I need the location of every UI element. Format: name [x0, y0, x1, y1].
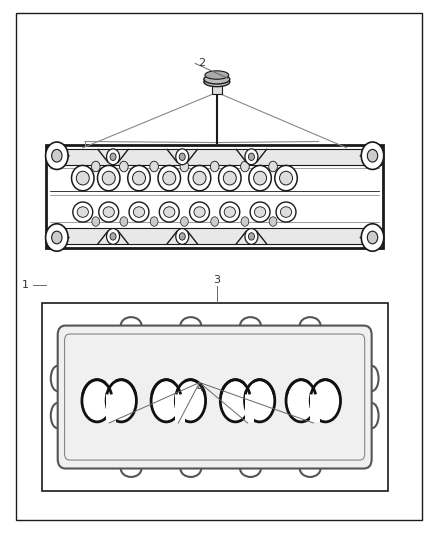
- Ellipse shape: [205, 71, 229, 79]
- Circle shape: [240, 161, 249, 172]
- Circle shape: [241, 217, 249, 227]
- Circle shape: [92, 217, 100, 227]
- Ellipse shape: [204, 75, 230, 84]
- Ellipse shape: [128, 165, 150, 191]
- Ellipse shape: [82, 379, 112, 422]
- Circle shape: [92, 161, 100, 172]
- Ellipse shape: [163, 171, 176, 185]
- Ellipse shape: [77, 207, 88, 217]
- Ellipse shape: [286, 379, 316, 422]
- Circle shape: [176, 149, 189, 165]
- Text: 1: 1: [22, 280, 29, 290]
- Ellipse shape: [190, 202, 209, 222]
- Ellipse shape: [158, 165, 180, 191]
- Ellipse shape: [249, 165, 271, 191]
- Text: 3: 3: [213, 274, 220, 285]
- Ellipse shape: [194, 207, 205, 217]
- Circle shape: [176, 229, 189, 244]
- Bar: [310, 379, 320, 422]
- Ellipse shape: [134, 207, 145, 217]
- Circle shape: [361, 224, 384, 251]
- Ellipse shape: [188, 165, 211, 191]
- Circle shape: [46, 224, 68, 251]
- Circle shape: [46, 142, 68, 169]
- Circle shape: [248, 153, 254, 160]
- Ellipse shape: [254, 207, 266, 217]
- Circle shape: [180, 161, 189, 172]
- Circle shape: [211, 217, 219, 227]
- Ellipse shape: [250, 202, 270, 222]
- Circle shape: [269, 161, 277, 172]
- Ellipse shape: [175, 379, 205, 422]
- Text: 4: 4: [196, 383, 203, 393]
- Ellipse shape: [98, 165, 120, 191]
- Ellipse shape: [219, 165, 241, 191]
- Text: 2: 2: [198, 59, 205, 68]
- FancyBboxPatch shape: [65, 334, 365, 460]
- Ellipse shape: [244, 379, 275, 422]
- Circle shape: [110, 233, 116, 240]
- Circle shape: [248, 233, 254, 240]
- Circle shape: [120, 161, 128, 172]
- Circle shape: [245, 229, 258, 244]
- Bar: [212, 84, 222, 94]
- Bar: [106, 379, 116, 422]
- FancyBboxPatch shape: [58, 326, 372, 469]
- Circle shape: [367, 149, 378, 162]
- Circle shape: [120, 217, 128, 227]
- Ellipse shape: [99, 202, 119, 222]
- Circle shape: [367, 231, 378, 244]
- Ellipse shape: [220, 202, 240, 222]
- Ellipse shape: [220, 379, 251, 422]
- Ellipse shape: [164, 207, 175, 217]
- Ellipse shape: [151, 379, 181, 422]
- Ellipse shape: [310, 379, 340, 422]
- Ellipse shape: [280, 207, 292, 217]
- Circle shape: [179, 153, 185, 160]
- Bar: [46, 145, 383, 248]
- Circle shape: [245, 149, 258, 165]
- Ellipse shape: [254, 171, 267, 185]
- Ellipse shape: [275, 165, 297, 191]
- Circle shape: [110, 153, 116, 160]
- Circle shape: [361, 142, 384, 169]
- Circle shape: [150, 217, 158, 227]
- Ellipse shape: [159, 202, 179, 222]
- Ellipse shape: [102, 171, 115, 185]
- Ellipse shape: [193, 171, 206, 185]
- Ellipse shape: [279, 171, 293, 185]
- Circle shape: [106, 229, 120, 244]
- Ellipse shape: [103, 207, 114, 217]
- Ellipse shape: [204, 77, 230, 87]
- Bar: [175, 379, 185, 422]
- Circle shape: [52, 149, 62, 162]
- Circle shape: [106, 149, 120, 165]
- Circle shape: [179, 233, 185, 240]
- Circle shape: [269, 217, 277, 227]
- Bar: [48, 149, 381, 165]
- Ellipse shape: [223, 171, 236, 185]
- Ellipse shape: [71, 165, 94, 191]
- Bar: [48, 228, 381, 244]
- Ellipse shape: [276, 202, 296, 222]
- Ellipse shape: [133, 171, 145, 185]
- Circle shape: [180, 217, 188, 227]
- Circle shape: [210, 161, 219, 172]
- Ellipse shape: [76, 171, 89, 185]
- Ellipse shape: [224, 207, 236, 217]
- Bar: [42, 303, 388, 491]
- Bar: [244, 379, 254, 422]
- Ellipse shape: [106, 379, 136, 422]
- Ellipse shape: [73, 202, 93, 222]
- Circle shape: [52, 231, 62, 244]
- Circle shape: [150, 161, 159, 172]
- Ellipse shape: [129, 202, 149, 222]
